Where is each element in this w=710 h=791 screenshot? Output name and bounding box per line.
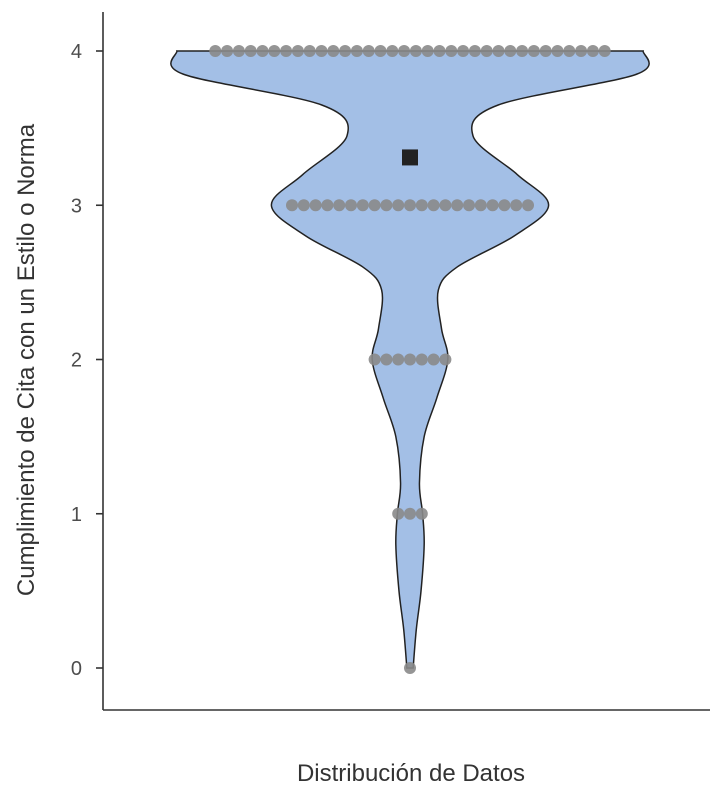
data-dot-y4-11	[339, 45, 352, 57]
data-dot-y4-23	[480, 45, 493, 57]
y-tick-label-0: 0	[71, 658, 82, 680]
y-tick-label-1: 1	[71, 504, 82, 526]
data-dot-y4-6	[280, 45, 293, 57]
y-tick-label-2: 2	[71, 350, 82, 372]
data-dot-y4-7	[291, 45, 304, 57]
data-dot-y4-33	[598, 45, 611, 57]
data-dot-y4-29	[551, 45, 564, 57]
data-dot-y4-15	[386, 45, 399, 57]
data-dot-y3-0	[286, 199, 298, 212]
data-dot-y2-3	[404, 353, 416, 366]
data-dot-y4-10	[327, 45, 340, 57]
data-dot-y4-27	[527, 45, 540, 57]
axes: 0 1 2 3 4	[71, 12, 710, 711]
x-axis-title: Distribución de Datos	[297, 760, 525, 787]
data-dot-y4-30	[563, 45, 576, 57]
data-dot-y3-12	[427, 199, 440, 212]
data-dot-y3-9	[392, 199, 405, 212]
data-dot-y4-26	[516, 45, 529, 57]
data-dot-y3-13	[439, 199, 452, 212]
data-dot-y3-14	[451, 199, 464, 212]
data-dot-y1-2	[415, 507, 428, 520]
data-dot-y4-12	[350, 45, 363, 57]
data-dot-y4-9	[315, 45, 328, 57]
data-dot-y0-0	[404, 662, 416, 674]
data-dot-y3-11	[415, 199, 428, 212]
data-dot-y4-4	[256, 45, 269, 57]
data-dot-y4-21	[457, 45, 470, 57]
data-dot-y2-2	[392, 353, 405, 366]
data-dot-y4-5	[268, 45, 281, 57]
data-dot-y1-1	[404, 507, 416, 520]
data-dot-y2-5	[427, 353, 440, 366]
y-ticks: 0 1 2 3 4	[71, 41, 103, 680]
data-dot-y4-20	[445, 45, 458, 57]
data-dot-y3-18	[498, 199, 511, 212]
data-dot-y4-25	[504, 45, 517, 57]
data-dot-y4-31	[575, 45, 588, 57]
data-dot-y3-17	[486, 199, 499, 212]
data-dot-y4-14	[374, 45, 387, 57]
data-dot-y3-15	[463, 199, 475, 212]
y-tick-label-4: 4	[71, 41, 82, 63]
data-dot-y3-16	[474, 199, 487, 212]
data-dot-y3-5	[345, 199, 357, 212]
data-dot-y4-13	[362, 45, 375, 57]
data-dot-y2-4	[415, 353, 428, 366]
mean-marker	[402, 149, 418, 166]
data-dot-y4-22	[468, 45, 481, 57]
data-dot-y3-3	[321, 199, 334, 212]
data-dot-y4-32	[586, 45, 599, 57]
y-axis-title: Cumplimiento de Cita con un Estilo o Nor…	[13, 123, 40, 596]
data-dot-y4-0	[209, 45, 222, 57]
data-dot-y4-3	[244, 45, 257, 57]
data-dot-y4-17	[409, 45, 422, 57]
plot-area	[170, 45, 650, 674]
data-dot-y2-1	[380, 353, 393, 366]
data-dot-y4-19	[433, 45, 446, 57]
data-dot-y3-6	[356, 199, 369, 212]
data-dot-y4-2	[232, 45, 245, 57]
data-dot-y3-1	[297, 199, 310, 212]
data-dot-y3-19	[510, 199, 523, 212]
data-dot-y4-16	[398, 45, 411, 57]
data-dot-y3-20	[522, 199, 534, 212]
data-dot-y3-7	[368, 199, 381, 212]
data-dot-y3-2	[309, 199, 322, 212]
data-dot-y3-4	[333, 199, 346, 212]
data-dot-y1-0	[392, 507, 405, 520]
data-dot-y3-8	[380, 199, 393, 212]
dot-layer	[209, 45, 611, 674]
data-dot-y4-8	[303, 45, 316, 57]
data-dot-y4-1	[221, 45, 234, 57]
data-dot-y2-0	[368, 353, 381, 366]
data-dot-y3-10	[404, 199, 416, 212]
data-dot-y2-6	[439, 353, 452, 366]
data-dot-y4-18	[421, 45, 434, 57]
y-tick-label-3: 3	[71, 195, 82, 217]
data-dot-y4-24	[492, 45, 505, 57]
data-dot-y4-28	[539, 45, 552, 57]
